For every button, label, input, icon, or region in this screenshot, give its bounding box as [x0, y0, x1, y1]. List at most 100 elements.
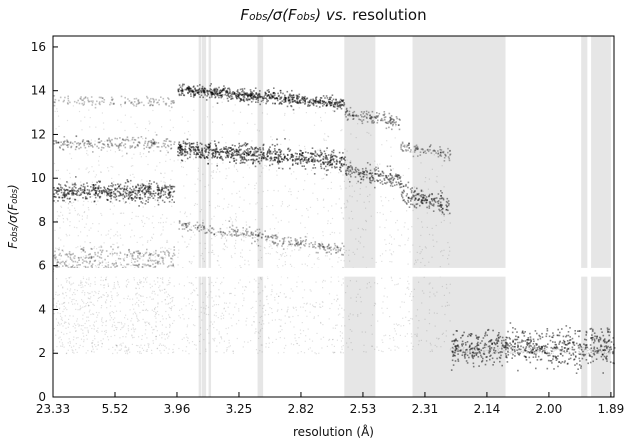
- density-point: [145, 155, 147, 158]
- density-point: [59, 96, 62, 99]
- density-point: [132, 298, 134, 300]
- density-point: [199, 96, 201, 98]
- density-point: [133, 136, 135, 138]
- density-point: [324, 280, 326, 282]
- density-point: [211, 93, 214, 96]
- density-point: [214, 143, 217, 145]
- density-point: [259, 148, 262, 151]
- density-point: [86, 143, 89, 145]
- density-point: [105, 324, 107, 327]
- density-point: [53, 255, 55, 257]
- density-point: [179, 86, 182, 88]
- density-point: [300, 244, 303, 246]
- density-point: [236, 230, 239, 233]
- density-point: [137, 183, 139, 186]
- density-point: [161, 186, 163, 189]
- density-point: [147, 190, 149, 193]
- density-point: [126, 283, 128, 286]
- density-point: [145, 309, 147, 311]
- density-point: [100, 307, 102, 309]
- density-point: [94, 140, 96, 142]
- density-point: [270, 294, 272, 296]
- density-point: [264, 97, 266, 99]
- density-point: [150, 97, 152, 100]
- density-point: [276, 234, 278, 236]
- density-point: [300, 242, 302, 244]
- density-point: [56, 191, 58, 193]
- density-point: [208, 230, 211, 233]
- density-point: [132, 165, 134, 167]
- density-point: [300, 102, 302, 104]
- density-point: [257, 234, 259, 236]
- density-point: [201, 150, 203, 152]
- density-point: [284, 98, 287, 100]
- density-point: [97, 187, 99, 190]
- density-point: [264, 285, 266, 287]
- density-point: [152, 290, 154, 292]
- density-point: [83, 191, 85, 194]
- density-point: [141, 202, 144, 204]
- density-point: [160, 352, 162, 354]
- density-point: [295, 309, 297, 311]
- density-point: [65, 292, 67, 294]
- density-point: [220, 91, 223, 93]
- density-point: [251, 92, 253, 95]
- density-point: [80, 98, 82, 100]
- density-point: [155, 321, 157, 323]
- density-point: [109, 193, 112, 196]
- density-point: [154, 293, 156, 295]
- density-point: [87, 192, 90, 195]
- density-point: [97, 193, 100, 195]
- density-point: [66, 254, 68, 256]
- density-point: [149, 264, 152, 267]
- density-point: [162, 263, 165, 265]
- density-point: [66, 265, 69, 267]
- density-point: [306, 315, 308, 317]
- density-point: [243, 341, 246, 343]
- density-point: [382, 114, 385, 116]
- density-point: [194, 234, 196, 236]
- density-point: [114, 334, 116, 337]
- density-point: [135, 313, 137, 315]
- density-point: [317, 251, 319, 254]
- density-point: [183, 185, 185, 187]
- density-point: [88, 256, 91, 259]
- density-point: [230, 292, 232, 295]
- density-point: [71, 205, 73, 207]
- density-point: [81, 284, 83, 286]
- density-point: [114, 151, 116, 153]
- density-point: [154, 199, 156, 201]
- density-point: [130, 259, 133, 261]
- density-point: [86, 97, 89, 99]
- density-point: [181, 90, 184, 92]
- density-point: [235, 242, 237, 244]
- density-point: [101, 324, 103, 327]
- density-point: [154, 266, 156, 268]
- density-point: [339, 232, 341, 234]
- density-point: [137, 146, 139, 148]
- density-point: [391, 128, 393, 131]
- density-point: [97, 341, 99, 343]
- density-point: [277, 244, 279, 246]
- density-point: [160, 256, 163, 259]
- density-point: [256, 228, 259, 231]
- density-point: [122, 138, 124, 140]
- density-point: [320, 165, 322, 168]
- density-point: [242, 293, 244, 295]
- density-point: [301, 281, 303, 283]
- density-point: [301, 215, 303, 217]
- density-point: [90, 265, 93, 267]
- density-point: [287, 245, 289, 247]
- density-point: [308, 105, 310, 107]
- density-point: [122, 194, 124, 196]
- density-point: [274, 159, 276, 162]
- density-point: [220, 158, 222, 160]
- density-point: [187, 120, 189, 122]
- density-point: [200, 209, 203, 211]
- density-point: [186, 152, 189, 155]
- density-point: [81, 102, 83, 105]
- density-point: [235, 303, 237, 305]
- density-point: [134, 303, 136, 305]
- density-point: [55, 189, 57, 192]
- density-point: [138, 187, 141, 189]
